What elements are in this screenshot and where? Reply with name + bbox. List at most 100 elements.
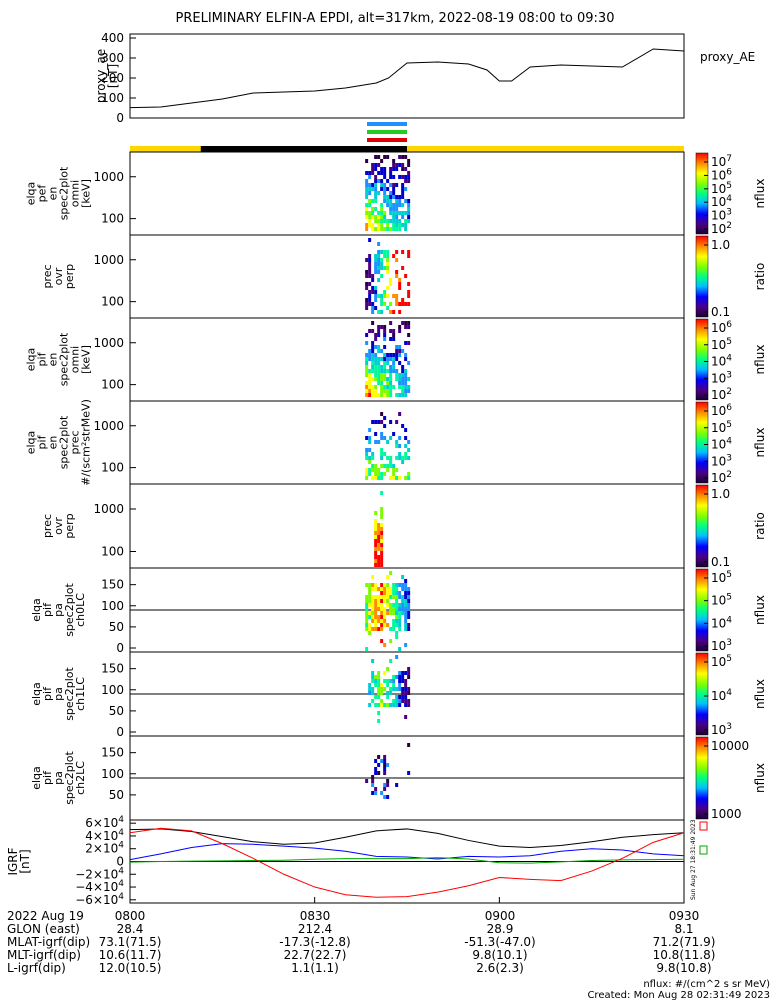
- heatmap-cell: [401, 695, 405, 699]
- y-tick-label: 2×104: [85, 841, 124, 856]
- heatmap-cell: [377, 755, 381, 759]
- heatmap-cell: [392, 227, 396, 231]
- heatmap-cell: [371, 345, 375, 349]
- heatmap-cell: [404, 211, 408, 215]
- heatmap-cell: [398, 456, 402, 460]
- heatmap-cell: [365, 302, 369, 306]
- igrf-component-line: [129, 857, 685, 864]
- heatmap-cell: [377, 531, 381, 535]
- colorbar-tick-label: 0.1: [711, 305, 730, 319]
- heatmap-cell: [383, 611, 387, 615]
- heatmap-cell: [368, 687, 372, 691]
- time-tick-label: 0800: [115, 909, 146, 923]
- heatmap-cell: [395, 440, 399, 444]
- heatmap-cell: [374, 539, 378, 543]
- heatmap-cell: [401, 575, 405, 579]
- heatmap-cell: [365, 159, 369, 163]
- heatmap-cell: [365, 258, 369, 262]
- heatmap-cell: [377, 333, 381, 337]
- colorbar-tick-label: 103: [711, 370, 732, 385]
- heatmap-cell: [395, 223, 399, 227]
- heatmap-cell: [368, 187, 372, 191]
- heatmap-cell: [377, 223, 381, 227]
- heatmap-cell: [380, 381, 384, 385]
- heatmap-cell: [401, 456, 405, 460]
- heatmap-cell: [377, 377, 381, 381]
- heatmap-cell: [404, 595, 408, 599]
- heatmap-cell: [371, 361, 375, 365]
- heatmap-cell: [377, 671, 381, 675]
- heatmap-cell: [374, 353, 378, 357]
- y-tick-label: 100: [101, 378, 124, 392]
- heatmap-cell: [407, 333, 411, 337]
- heatmap-cell: [377, 373, 381, 377]
- y-axis-label: elqapefenspec2plotomni[keV]: [25, 166, 93, 220]
- y-tick-label: 50: [109, 788, 124, 802]
- heatmap-cell: [404, 715, 408, 719]
- heatmap-cell: [365, 599, 369, 603]
- lshell-value: 12.0(10.5): [99, 961, 162, 975]
- heatmap-cell: [407, 743, 411, 747]
- heatmap-cell: [368, 290, 372, 294]
- heatmap-cell: [401, 266, 405, 270]
- heatmap-cell: [380, 476, 384, 480]
- heatmap-cell: [365, 341, 369, 345]
- heatmap-cell: [377, 771, 381, 775]
- heatmap-cell: [374, 298, 378, 302]
- heatmap-cell: [383, 365, 387, 369]
- heatmap-cell: [386, 262, 390, 266]
- heatmap-cell: [404, 175, 408, 179]
- heatmap-cell: [395, 353, 399, 357]
- heatmap-cell: [404, 199, 408, 203]
- heatmap-cell: [377, 278, 381, 282]
- heatmap-cell: [401, 687, 405, 691]
- heatmap-cell: [371, 167, 375, 171]
- heatmap-cell: [383, 191, 387, 195]
- colorbar-tick-label: 105: [711, 420, 732, 435]
- heatmap-cell: [389, 611, 393, 615]
- heatmap-cell: [377, 563, 381, 567]
- heatmap-cell: [380, 687, 384, 691]
- colorbar-label: ratio: [753, 512, 767, 540]
- heatmap-cell: [377, 329, 381, 333]
- heatmap-cell: [404, 187, 408, 191]
- heatmap-cell: [380, 219, 384, 223]
- heatmap-cell: [389, 337, 393, 341]
- heatmap-cell: [407, 179, 411, 183]
- y-tick-label: 100: [101, 461, 124, 475]
- heatmap-cell: [389, 377, 393, 381]
- heatmap-cell: [377, 472, 381, 476]
- heatmap-cell: [365, 373, 369, 377]
- y-tick-label: 0: [116, 641, 124, 655]
- colorbar-tick-label: 106: [711, 403, 732, 418]
- heatmap-cell: [404, 219, 408, 223]
- heatmap-cell: [404, 679, 408, 683]
- heatmap-cell: [380, 607, 384, 611]
- colorbar-tick-label: 105: [711, 570, 732, 585]
- heatmap-cell: [380, 563, 384, 567]
- heatmap-cell: [374, 187, 378, 191]
- heatmap-cell: [401, 373, 405, 377]
- heatmap-cell: [374, 791, 378, 795]
- heatmap-cell: [374, 175, 378, 179]
- heatmap-cell: [398, 619, 402, 623]
- heatmap-cell: [386, 440, 390, 444]
- heatmap-cell: [407, 254, 411, 258]
- heatmap-cell: [380, 551, 384, 555]
- heatmap-cell: [386, 361, 390, 365]
- heatmap-cell: [380, 515, 384, 519]
- heatmap-cell: [374, 286, 378, 290]
- heatmap-cell: [365, 270, 369, 274]
- y-tick-label: 200: [101, 71, 124, 85]
- heatmap-cell: [377, 294, 381, 298]
- heatmap-cell: [395, 369, 399, 373]
- heatmap-cell: [386, 683, 390, 687]
- heatmap-cell: [407, 472, 411, 476]
- heatmap-cell: [365, 393, 369, 397]
- heatmap-cell: [407, 456, 411, 460]
- colorbar-tick-label: 104: [711, 615, 732, 630]
- heatmap-cell: [380, 294, 384, 298]
- heatmap-cell: [371, 456, 375, 460]
- heatmap-cell: [386, 611, 390, 615]
- heatmap-cell: [371, 599, 375, 603]
